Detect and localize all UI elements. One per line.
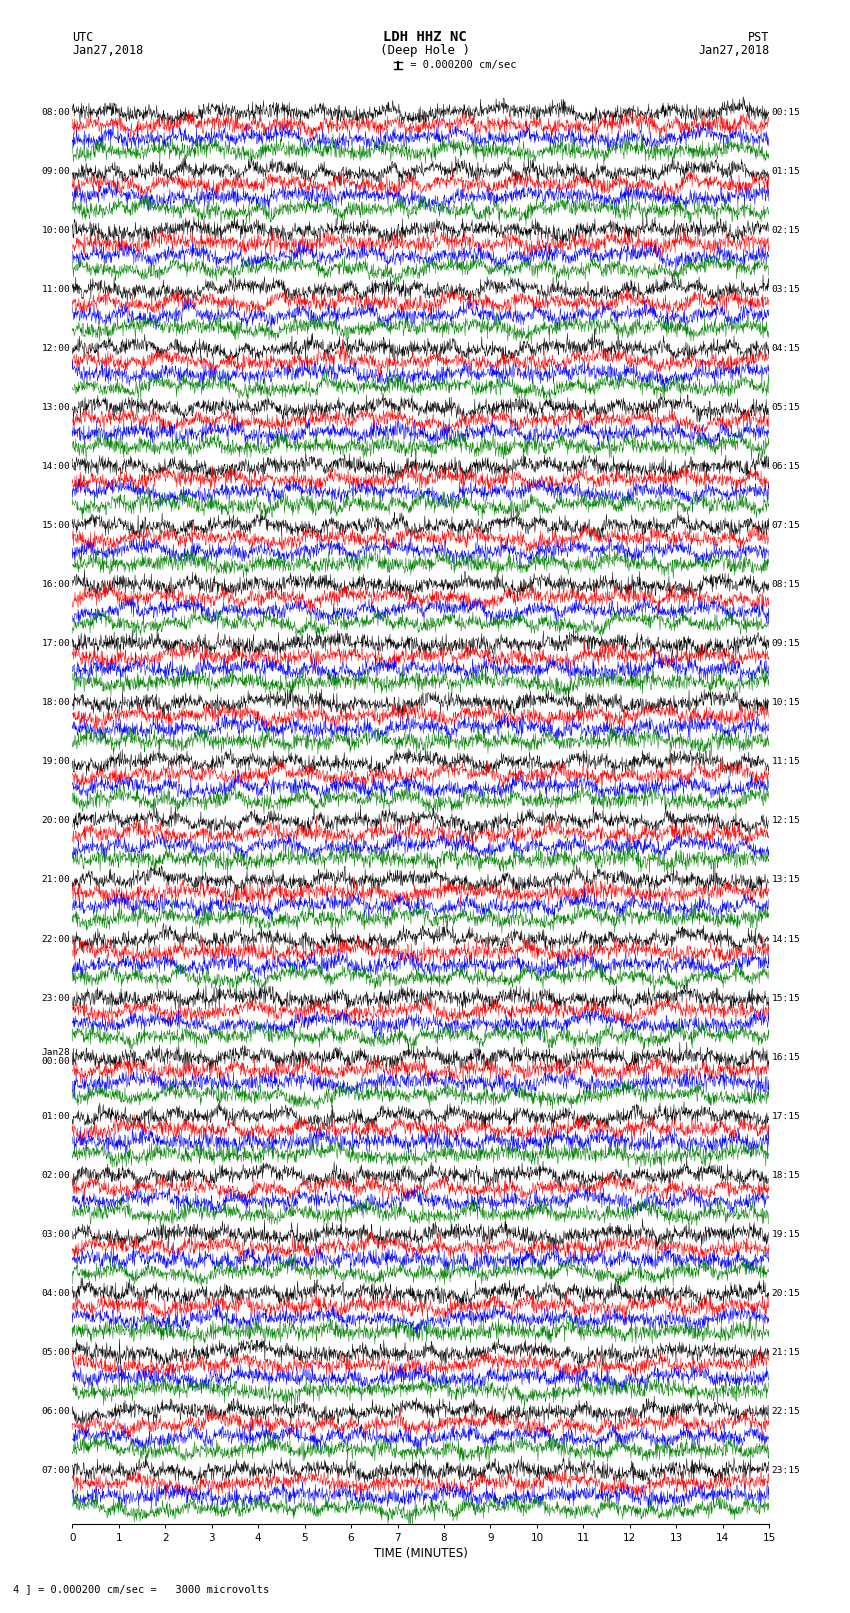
Text: 23:15: 23:15 [771, 1466, 800, 1474]
Text: 11:00: 11:00 [42, 286, 71, 294]
Text: 13:15: 13:15 [771, 876, 800, 884]
Text: 04:15: 04:15 [771, 344, 800, 353]
Text: 01:00: 01:00 [42, 1111, 71, 1121]
Text: 08:00: 08:00 [42, 108, 71, 116]
Text: 00:15: 00:15 [771, 108, 800, 116]
Text: 19:15: 19:15 [771, 1229, 800, 1239]
Text: 21:00: 21:00 [42, 876, 71, 884]
Text: 06:15: 06:15 [771, 461, 800, 471]
Text: Jan28
00:00: Jan28 00:00 [42, 1048, 71, 1066]
Text: 03:00: 03:00 [42, 1229, 71, 1239]
Text: 20:15: 20:15 [771, 1289, 800, 1298]
Text: = 0.000200 cm/sec: = 0.000200 cm/sec [404, 60, 516, 71]
Text: 19:00: 19:00 [42, 758, 71, 766]
Text: 10:15: 10:15 [771, 698, 800, 708]
Text: 15:00: 15:00 [42, 521, 71, 531]
Text: 16:00: 16:00 [42, 581, 71, 589]
Text: 17:00: 17:00 [42, 639, 71, 648]
Text: 22:00: 22:00 [42, 934, 71, 944]
Text: 12:00: 12:00 [42, 344, 71, 353]
Text: 05:15: 05:15 [771, 403, 800, 411]
Text: 02:15: 02:15 [771, 226, 800, 235]
Text: 07:00: 07:00 [42, 1466, 71, 1474]
Text: LDH HHZ NC: LDH HHZ NC [383, 31, 467, 44]
Text: 03:15: 03:15 [771, 286, 800, 294]
Text: 06:00: 06:00 [42, 1407, 71, 1416]
Text: 02:00: 02:00 [42, 1171, 71, 1179]
Text: 09:15: 09:15 [771, 639, 800, 648]
Text: Jan27,2018: Jan27,2018 [72, 44, 144, 58]
Text: Jan27,2018: Jan27,2018 [698, 44, 769, 58]
Text: 16:15: 16:15 [771, 1053, 800, 1061]
Text: 12:15: 12:15 [771, 816, 800, 826]
Text: 18:15: 18:15 [771, 1171, 800, 1179]
Text: 13:00: 13:00 [42, 403, 71, 411]
Text: PST: PST [748, 31, 769, 44]
Text: 18:00: 18:00 [42, 698, 71, 708]
Text: 04:00: 04:00 [42, 1289, 71, 1298]
Text: 10:00: 10:00 [42, 226, 71, 235]
Text: 14:15: 14:15 [771, 934, 800, 944]
Text: 01:15: 01:15 [771, 166, 800, 176]
Text: 05:00: 05:00 [42, 1348, 71, 1357]
Text: 09:00: 09:00 [42, 166, 71, 176]
Text: (Deep Hole ): (Deep Hole ) [380, 44, 470, 58]
Text: 21:15: 21:15 [771, 1348, 800, 1357]
Text: 17:15: 17:15 [771, 1111, 800, 1121]
X-axis label: TIME (MINUTES): TIME (MINUTES) [374, 1547, 468, 1560]
Text: 22:15: 22:15 [771, 1407, 800, 1416]
Text: 14:00: 14:00 [42, 461, 71, 471]
Text: 11:15: 11:15 [771, 758, 800, 766]
Text: 20:00: 20:00 [42, 816, 71, 826]
Text: 15:15: 15:15 [771, 994, 800, 1003]
Text: 23:00: 23:00 [42, 994, 71, 1003]
Text: 07:15: 07:15 [771, 521, 800, 531]
Text: UTC: UTC [72, 31, 94, 44]
Text: 08:15: 08:15 [771, 581, 800, 589]
Text: 4 ] = 0.000200 cm/sec =   3000 microvolts: 4 ] = 0.000200 cm/sec = 3000 microvolts [13, 1584, 269, 1594]
